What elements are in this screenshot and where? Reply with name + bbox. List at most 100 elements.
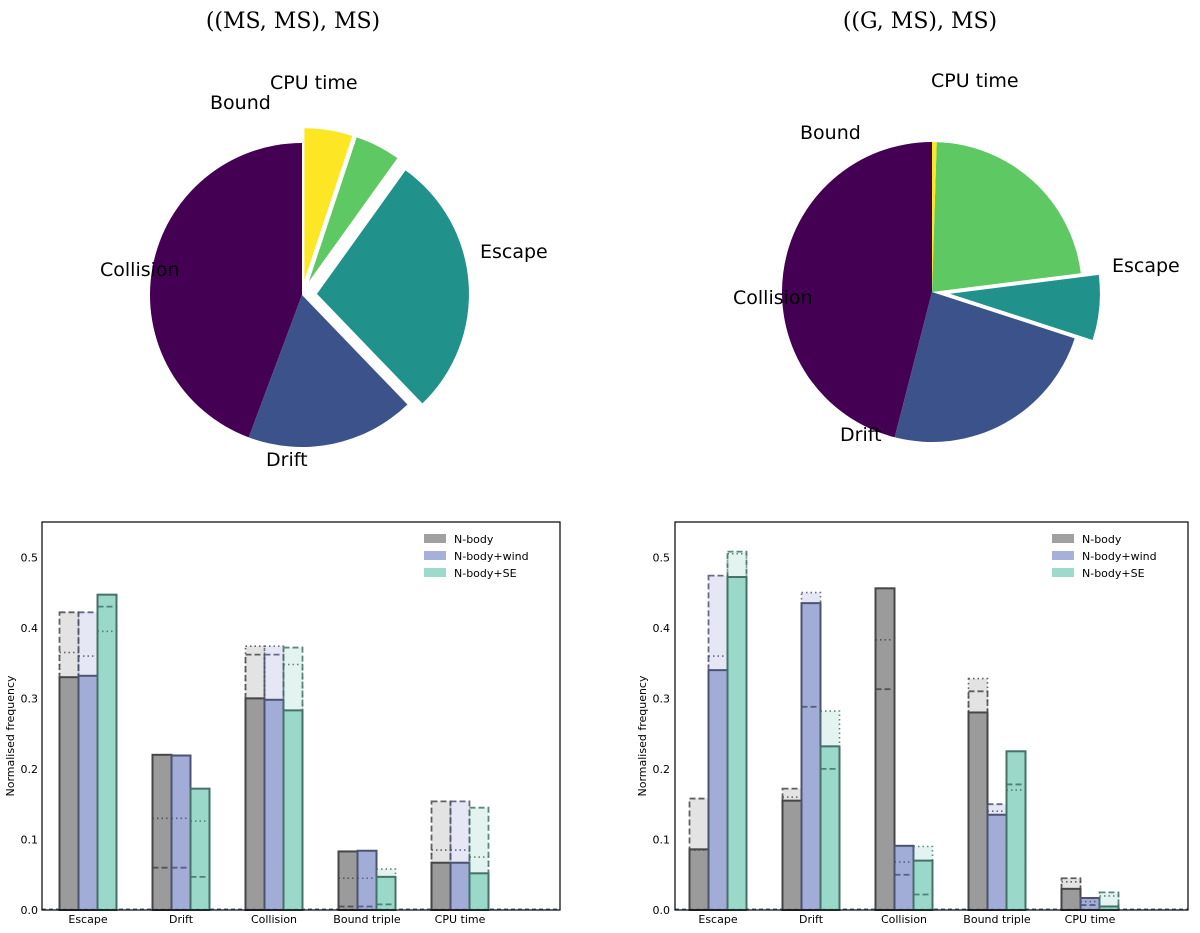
bar-n-body-wind-bound-triple bbox=[356, 849, 378, 912]
y-tick-label: 0.2 bbox=[21, 763, 39, 776]
x-tick-label-bound-triple: Bound triple bbox=[963, 913, 1031, 926]
bar-dotted-n-body-cpu-time bbox=[430, 849, 452, 911]
legend-label-n-body-wind: N-body+wind bbox=[454, 550, 529, 563]
bar-dotted-n-body-bound-triple bbox=[967, 677, 989, 911]
bar-n-body-escape bbox=[58, 676, 80, 912]
bar-dotted-n-body-collision bbox=[244, 645, 266, 911]
bar-dashed-n-body-se-collision bbox=[912, 893, 934, 911]
bar-dotted-n-body-se-bound-triple bbox=[1005, 789, 1027, 911]
bar-dotted-n-body-escape bbox=[58, 651, 80, 911]
bar-dotted-n-body-wind-escape bbox=[77, 655, 99, 911]
bar-dashed-n-body-se-drift bbox=[819, 768, 841, 911]
x-tick-label-drift: Drift bbox=[799, 913, 824, 926]
axes-frame bbox=[674, 521, 1189, 911]
legend-swatch-n-body-se bbox=[424, 568, 446, 577]
bar-n-body-wind-escape bbox=[77, 674, 99, 911]
y-tick-label: 0.2 bbox=[653, 763, 671, 776]
legend-label-n-body-se: N-body+SE bbox=[1082, 567, 1145, 580]
y-tick-label: 0.5 bbox=[21, 551, 39, 564]
y-tick-label: 0.3 bbox=[653, 692, 671, 705]
bar-dotted-n-body-se-escape bbox=[726, 552, 748, 911]
pie-label-cpu-time: CPU time bbox=[270, 72, 358, 94]
bar-n-body-wind-collision bbox=[893, 844, 915, 912]
y-tick-label: 0.4 bbox=[21, 622, 39, 635]
legend-label-n-body: N-body bbox=[1082, 533, 1122, 546]
pie-slice-bound bbox=[932, 142, 1081, 292]
y-tick-label: 0.4 bbox=[653, 622, 671, 635]
bar-n-body-se-drift bbox=[189, 787, 211, 911]
pie-label-collision: Collision bbox=[100, 259, 180, 281]
legend-swatch-n-body-wind bbox=[1052, 551, 1074, 560]
pie-slice-cpu-time bbox=[304, 128, 353, 281]
pie-label-collision: Collision bbox=[733, 287, 813, 309]
bar-dotted-n-body-collision bbox=[874, 639, 896, 911]
bar-dotted-n-body-se-cpu-time bbox=[1098, 895, 1120, 911]
bar-chart-right: 0.0 0.1 0.2 0.3 0.4 0.5 Escape Drift Collision Bo… bbox=[636, 521, 1189, 926]
pie-label-bound: Bound bbox=[210, 92, 271, 114]
bar-n-body-wind-drift bbox=[170, 754, 192, 911]
y-tick-label: 0.0 bbox=[21, 904, 39, 917]
pie-label-bound: Bound bbox=[800, 122, 861, 144]
panel-title-right: ((G, MS), MS) bbox=[843, 9, 997, 34]
bar-n-body-wind-cpu-time bbox=[1079, 897, 1101, 911]
bar-dotted-n-body-wind-escape bbox=[707, 655, 729, 911]
bar-dotted-n-body-se-drift bbox=[819, 710, 841, 911]
x-tick-label-cpu-time: CPU time bbox=[435, 913, 486, 926]
bar-n-body-bound-triple bbox=[337, 850, 359, 911]
bar-dotted-n-body-escape bbox=[688, 849, 710, 911]
pie-label-drift: Drift bbox=[840, 424, 882, 446]
panel-title-left: ((MS, MS), MS) bbox=[206, 9, 380, 34]
legend-label-n-body-wind: N-body+wind bbox=[1082, 550, 1157, 563]
bar-n-body-drift bbox=[781, 799, 803, 911]
bar-n-body-se-escape bbox=[726, 576, 748, 911]
pie-slice-drift bbox=[248, 295, 408, 448]
pie-slice-bound bbox=[308, 137, 398, 282]
bar-n-body-collision bbox=[244, 697, 266, 912]
bar-dotted-n-body-se-collision bbox=[282, 663, 304, 911]
bar-dotted-n-body-wind-bound-triple bbox=[356, 877, 378, 911]
bar-dotted-n-body-se-bound-triple bbox=[375, 868, 397, 911]
legend-swatch-n-body bbox=[424, 534, 446, 543]
y-axis-label: Normalised frequency bbox=[4, 675, 17, 796]
bar-dashed-n-body-se-escape bbox=[726, 550, 748, 911]
pie-slice-collision bbox=[316, 170, 469, 404]
pie-label-escape: Escape bbox=[1112, 255, 1180, 277]
bar-dotted-n-body-wind-cpu-time bbox=[449, 849, 471, 911]
axes-frame bbox=[41, 521, 561, 911]
bar-n-body-drift bbox=[151, 753, 173, 911]
bar-n-body-se-escape bbox=[96, 593, 118, 911]
bar-n-body-wind-drift bbox=[800, 602, 822, 911]
bar-chart-left: 0.0 0.1 0.2 0.3 0.4 0.5 Escape Drift Collision Bo… bbox=[4, 521, 561, 926]
bar-n-body-cpu-time bbox=[430, 861, 452, 912]
pie-slice-cpu-time bbox=[932, 141, 937, 292]
pie-slice-escape bbox=[781, 142, 932, 438]
x-tick-label-cpu-time: CPU time bbox=[1065, 913, 1116, 926]
bar-n-body-se-drift bbox=[819, 745, 841, 911]
bar-dotted-n-body-se-collision bbox=[912, 845, 934, 911]
x-tick-label-escape: Escape bbox=[68, 913, 107, 926]
bar-dotted-n-body-drift bbox=[151, 817, 173, 911]
legend-swatch-n-body bbox=[1052, 534, 1074, 543]
bar-n-body-cpu-time bbox=[1060, 887, 1082, 912]
bar-dotted-n-body-drift bbox=[781, 796, 803, 911]
y-axis-label: Normalised frequency bbox=[636, 675, 649, 796]
legend-swatch-n-body-se bbox=[1052, 568, 1074, 577]
pie-slice-collision bbox=[949, 274, 1100, 341]
bar-dashed-n-body-wind-bound-triple bbox=[986, 803, 1008, 911]
x-tick-label-drift: Drift bbox=[169, 913, 194, 926]
y-tick-label: 0.0 bbox=[653, 904, 671, 917]
bar-n-body-wind-bound-triple bbox=[986, 813, 1008, 911]
bar-n-body-wind-escape bbox=[707, 669, 729, 911]
bar-dotted-n-body-cpu-time bbox=[1060, 880, 1082, 911]
pie-slice-escape bbox=[149, 143, 302, 438]
y-tick-label: 0.3 bbox=[21, 692, 39, 705]
bar-dotted-n-body-wind-drift bbox=[170, 817, 192, 911]
bar-dotted-n-body-wind-collision bbox=[263, 645, 285, 911]
bar-n-body-collision bbox=[874, 587, 896, 912]
legend-swatch-n-body-wind bbox=[424, 551, 446, 560]
bar-dotted-n-body-bound-triple bbox=[337, 877, 359, 911]
pie-label-drift: Drift bbox=[266, 449, 308, 471]
legend-label-n-body: N-body bbox=[454, 533, 494, 546]
